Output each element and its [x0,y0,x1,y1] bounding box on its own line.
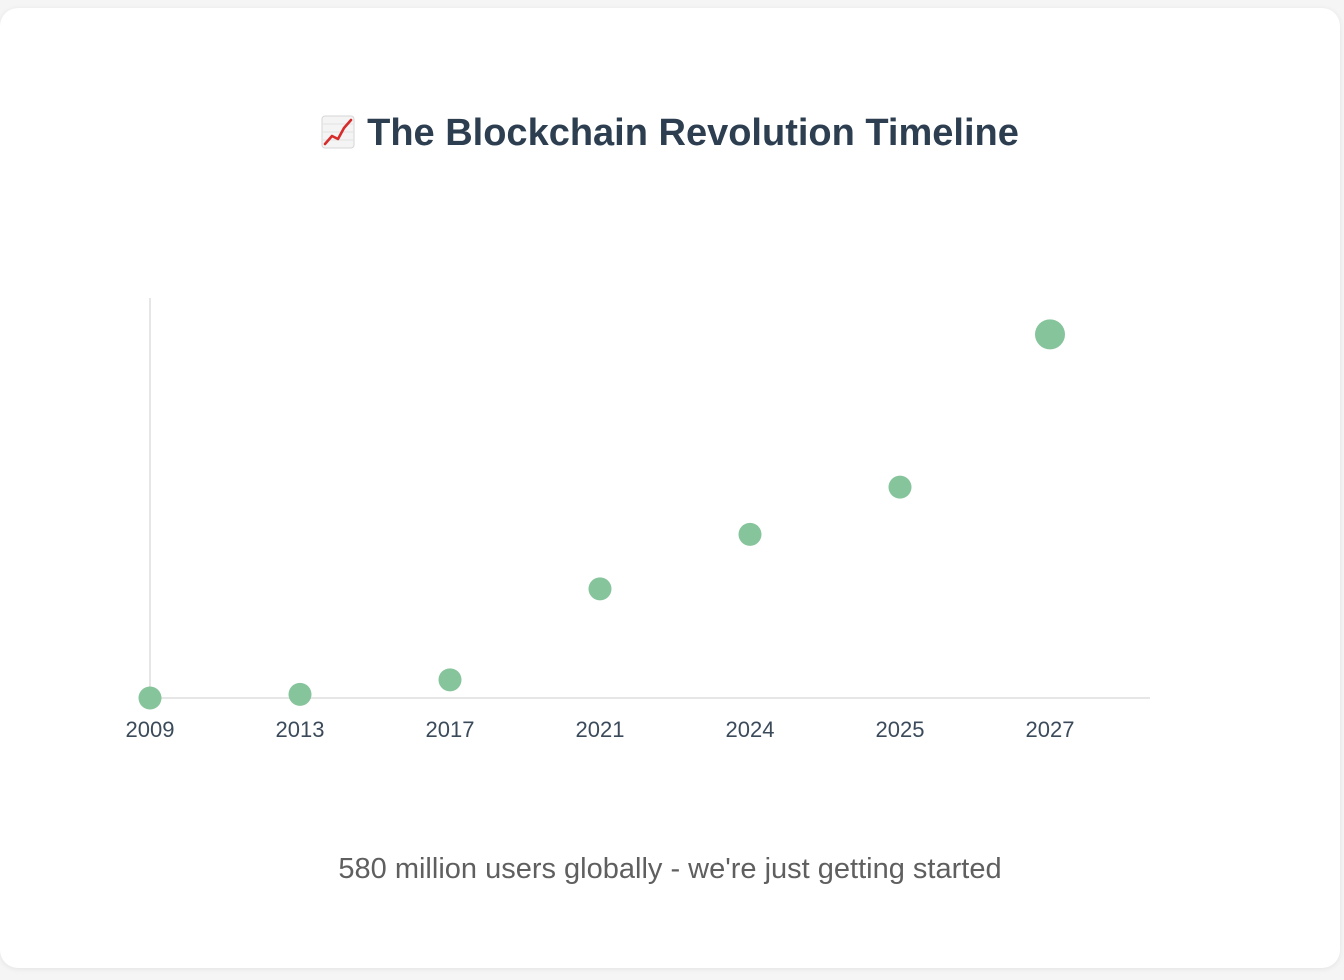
data-point-2025[interactable] [888,475,912,499]
x-tick-label-2027: 2027 [1026,717,1075,742]
x-tick-label-2025: 2025 [876,717,925,742]
x-tick-label-2009: 2009 [126,717,175,742]
data-point-2027[interactable] [1035,319,1065,350]
x-tick-label-2013: 2013 [276,717,325,742]
x-tick-labels: 2009 2013 2017 2021 2024 2025 2027 [126,717,1075,742]
data-point-2021[interactable] [588,577,612,601]
data-point-2009[interactable] [138,686,162,710]
data-point-2017[interactable] [438,668,462,692]
chart-caption: 580 million users globally - we're just … [338,853,1002,885]
data-point-2013[interactable] [288,682,312,706]
chart-increasing-icon [321,115,355,159]
data-points [138,319,1065,710]
timeline-scatter-chart: 2009 2013 2017 2021 2024 2025 2027 [126,298,1150,742]
x-tick-label-2024: 2024 [726,717,775,742]
chart-card: The Blockchain Revolution Timeline 2009 2… [0,8,1340,968]
chart-title: The Blockchain Revolution Timeline [367,112,1019,154]
chart-title-row: The Blockchain Revolution Timeline [0,112,1340,159]
x-tick-label-2017: 2017 [426,717,475,742]
data-point-2024[interactable] [738,522,762,546]
x-tick-label-2021: 2021 [576,717,625,742]
